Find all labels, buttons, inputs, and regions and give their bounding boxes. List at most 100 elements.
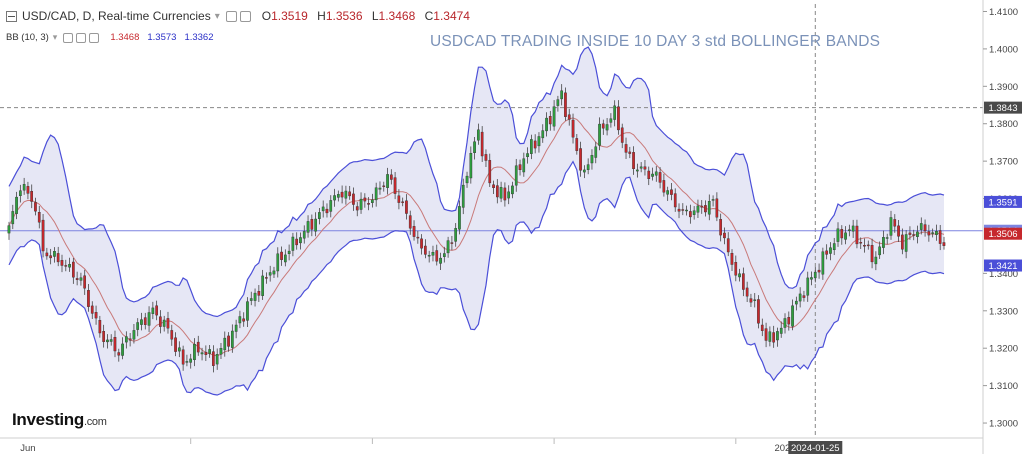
settings-icon[interactable]	[239, 10, 251, 22]
candle-body	[37, 211, 41, 223]
candle-body	[662, 180, 666, 193]
candle-body	[798, 293, 802, 302]
candle-body	[287, 250, 291, 255]
indicator-lower-value: 1.3362	[184, 32, 214, 43]
investing-logo: Investing.com	[12, 410, 107, 430]
candle-body	[742, 273, 745, 290]
x-tick-label: 2024	[774, 443, 795, 454]
candle-body	[942, 242, 946, 246]
candle-body	[719, 218, 722, 236]
candle-body	[454, 228, 457, 242]
candle-body	[518, 164, 522, 171]
candle-body	[333, 195, 336, 201]
candle-body	[480, 131, 484, 157]
candle-body	[325, 208, 329, 214]
candle-body	[302, 231, 306, 239]
ohlc-low-key: L	[371, 9, 379, 23]
candle-body	[537, 136, 541, 147]
candle-body	[158, 316, 162, 327]
candle-body	[60, 260, 64, 266]
candle-body	[548, 115, 552, 125]
candle-body	[352, 193, 355, 205]
candle-body	[185, 361, 189, 363]
settings-icon[interactable]	[76, 32, 87, 43]
candle-body	[26, 186, 30, 194]
candle-body	[526, 153, 529, 157]
candle-body	[503, 187, 507, 201]
candle-body	[923, 224, 927, 232]
candle-body	[469, 152, 473, 179]
candle-body	[162, 319, 166, 327]
candle-body	[299, 237, 302, 244]
candle-body	[359, 198, 363, 210]
candle-body	[177, 347, 181, 352]
candle-body	[628, 151, 632, 154]
y-tick-label: 1.4000	[989, 44, 1018, 55]
ohlc-close-value: 1.3474	[433, 9, 470, 23]
candle-body	[136, 322, 139, 330]
candle-body	[636, 169, 639, 172]
chevron-down-icon[interactable]: ▾	[214, 10, 220, 22]
candle-body	[738, 273, 741, 278]
candle-body	[412, 226, 416, 237]
candle-body	[643, 166, 647, 170]
candle-body	[446, 240, 450, 254]
candle-body	[832, 243, 836, 251]
candle-body	[870, 244, 874, 263]
indicator-middle-value: 1.3468	[110, 32, 140, 43]
candle-body	[530, 139, 533, 154]
candle-body	[908, 232, 912, 235]
candle-body	[768, 331, 772, 342]
candle-body	[348, 191, 351, 197]
candle-body	[586, 164, 590, 171]
candle-body	[181, 349, 185, 365]
candle-body	[56, 253, 60, 263]
candle-body	[840, 228, 844, 239]
candle-body	[102, 331, 105, 342]
candle-body	[897, 225, 900, 237]
candle-body	[166, 318, 170, 329]
candle-body	[885, 237, 889, 239]
candle-body	[931, 232, 934, 234]
candle-body	[227, 335, 230, 347]
candle-body	[443, 253, 446, 257]
candle-body	[15, 196, 18, 214]
candle-body	[431, 251, 435, 256]
candle-body	[734, 262, 738, 276]
candle-body	[128, 338, 132, 341]
candle-body	[318, 212, 321, 219]
candle-body	[583, 169, 586, 173]
candle-body	[106, 339, 109, 343]
eye-icon[interactable]	[225, 10, 237, 22]
candle-body	[624, 144, 628, 153]
candle-body	[745, 287, 749, 297]
candle-body	[488, 160, 492, 184]
brand-suffix: .com	[83, 416, 107, 428]
close-icon[interactable]	[89, 32, 100, 43]
candle-body	[609, 118, 613, 123]
candle-body	[435, 250, 439, 262]
candle-body	[764, 328, 768, 341]
chevron-down-icon[interactable]: ▾	[52, 32, 58, 42]
candle-body	[143, 317, 147, 325]
collapse-icon[interactable]	[6, 10, 17, 22]
candle-body	[11, 211, 15, 225]
candle-body	[230, 330, 234, 348]
candle-body	[382, 185, 386, 188]
eye-icon[interactable]	[63, 32, 74, 43]
price-marker-box	[984, 259, 1022, 272]
candle-body	[344, 190, 348, 199]
candle-body	[855, 225, 859, 245]
candle-body	[234, 324, 238, 332]
candle-body	[670, 189, 673, 195]
ohlc-high-key: H	[317, 9, 326, 23]
y-tick-label: 1.4100	[989, 7, 1018, 18]
chart-annotation: USDCAD TRADING INSIDE 10 DAY 3 std BOLLI…	[430, 33, 881, 50]
candle-body	[140, 319, 143, 325]
candle-body	[681, 209, 685, 211]
candle-body	[499, 187, 503, 199]
candle-body	[938, 230, 942, 244]
candle-body	[64, 265, 68, 267]
candle-body	[477, 129, 480, 141]
